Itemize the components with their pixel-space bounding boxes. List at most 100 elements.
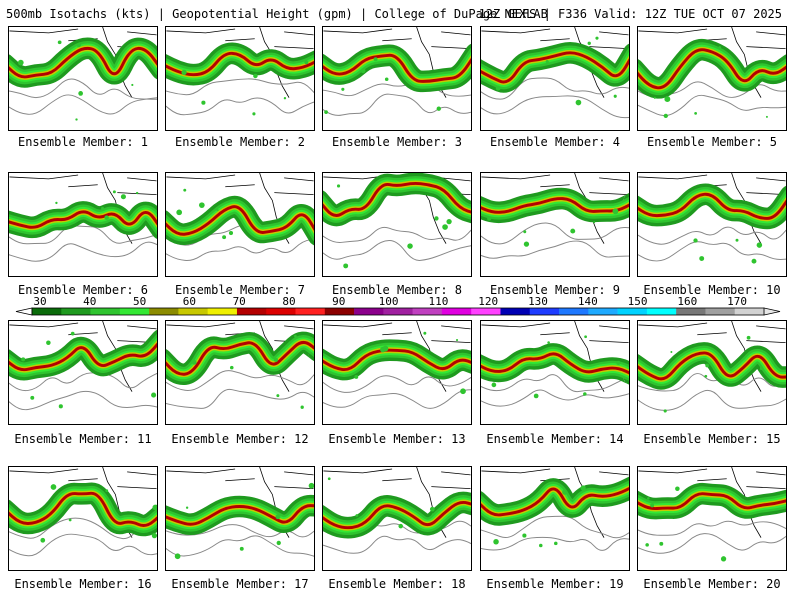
jet-stream-band — [166, 340, 314, 376]
jet-stream-band — [9, 210, 157, 229]
ensemble-member-label: Ensemble Member: 14 — [486, 432, 624, 446]
colorbar-swatch — [529, 308, 560, 315]
isotach-speckle — [580, 485, 586, 491]
colorbar-swatch — [705, 308, 736, 315]
height-contour — [481, 95, 629, 119]
height-contour — [9, 372, 157, 392]
isotach-speckle — [191, 360, 197, 365]
colorbar-swatch — [412, 308, 443, 315]
colorbar-swatch — [646, 308, 677, 315]
isotach-speckle — [70, 331, 75, 336]
jet-stream-band — [638, 192, 786, 220]
isotach-speckle — [434, 216, 439, 221]
isotach-speckle — [670, 351, 673, 353]
isotach-speckle — [713, 189, 716, 193]
isotach-speckle — [360, 68, 366, 74]
run-info: 12Z GEFS | F336 Valid: 12Z TUE OCT 07 20… — [478, 7, 782, 21]
map-title: 500mb Isotachs (kts) | Geopotential Heig… — [6, 7, 548, 21]
ensemble-member-label: Ensemble Member: 8 — [331, 283, 463, 297]
isotach-speckle — [704, 374, 708, 378]
height-contour — [481, 515, 629, 539]
isotach-speckle — [583, 392, 587, 396]
ensemble-member-map — [637, 172, 787, 277]
isotach-speckle — [283, 97, 287, 100]
height-contour — [481, 536, 629, 551]
colorbar-tick-label: 70 — [233, 296, 246, 308]
height-contour — [481, 240, 629, 259]
isotach-speckle — [647, 497, 650, 500]
isotach-speckle — [693, 238, 698, 243]
ensemble-member-label: Ensemble Member: 2 — [174, 135, 306, 149]
isotach-speckle — [276, 540, 281, 546]
isotach-speckle — [718, 46, 722, 49]
isotach-speckle — [21, 357, 26, 362]
ensemble-member-map — [480, 466, 630, 571]
ensemble-member-map — [165, 466, 315, 571]
ensemble-member-map — [637, 320, 787, 425]
colorbar-swatch — [441, 308, 472, 315]
colorbar-tick-label: 130 — [528, 296, 548, 308]
isotach-speckle — [198, 202, 205, 209]
coastline — [481, 321, 629, 392]
colorbar-swatch — [90, 308, 121, 315]
isotach-map — [9, 27, 157, 121]
ensemble-member-label: Ensemble Member: 1 — [17, 135, 149, 149]
isotach-speckle — [616, 360, 621, 365]
jet-stream-band — [638, 492, 786, 511]
height-contour — [638, 241, 786, 262]
colorbar-tick-label: 140 — [578, 296, 598, 308]
isotach-speckle — [222, 235, 227, 240]
isotach-speckle — [720, 556, 727, 562]
colorbar-swatch — [178, 308, 208, 315]
isotach-speckle — [442, 224, 448, 230]
isotach-speckle — [533, 393, 539, 399]
isotach-speckle — [595, 36, 599, 40]
isotach-speckle — [216, 209, 219, 212]
isotach-speckle — [76, 42, 81, 48]
isotach-speckle — [493, 539, 499, 545]
height-contour — [323, 93, 471, 116]
height-contour — [166, 97, 314, 116]
colorbar-swatch — [324, 308, 355, 315]
colorbar-swatch — [149, 308, 179, 315]
isotach-speckle — [308, 482, 314, 489]
isotach-speckle — [50, 484, 57, 490]
colorbar-tick-label: 100 — [379, 296, 399, 308]
ensemble-member-map — [8, 466, 158, 571]
isotach-speckle — [575, 99, 582, 106]
isotach-speckle — [104, 215, 109, 220]
isotach-speckle — [239, 546, 244, 551]
colorbar-swatch — [471, 308, 501, 315]
ensemble-member-label: Ensemble Member: 16 — [14, 577, 152, 591]
isotach-speckle — [460, 388, 466, 395]
isotach-speckle — [327, 477, 331, 481]
isotach-speckle — [756, 242, 763, 248]
isotach-speckle — [105, 489, 109, 493]
ensemble-member-map — [8, 26, 158, 131]
height-contour — [166, 535, 314, 557]
isotach-speckle — [201, 100, 206, 105]
colorbar-tick-label: 60 — [183, 296, 196, 308]
isotach-speckle — [522, 533, 527, 538]
isotach-speckle — [554, 541, 558, 546]
colorbar-swatch — [207, 308, 238, 315]
isotach-speckle — [253, 73, 258, 79]
isotach-speckle — [354, 374, 359, 379]
isotach-speckle — [765, 115, 768, 118]
height-contour — [9, 390, 157, 411]
ensemble-member-label: Ensemble Member: 6 — [17, 283, 149, 297]
isotach-speckle — [398, 523, 403, 529]
isotach-speckle — [384, 77, 389, 82]
colorbar-tick-label: 30 — [33, 296, 46, 308]
jet-stream-band — [9, 342, 157, 372]
colorbar-tick-label: 150 — [628, 296, 648, 308]
jet-stream-band — [481, 487, 629, 517]
isotach-speckle — [228, 230, 234, 236]
isotach-speckle — [735, 238, 739, 242]
colorbar-swatch — [119, 308, 150, 315]
isotach-speckle — [112, 190, 116, 194]
isotach-speckle — [431, 513, 435, 516]
colorbar-swatch — [734, 308, 765, 315]
isotach-speckle — [40, 537, 46, 543]
height-contour — [638, 373, 786, 392]
